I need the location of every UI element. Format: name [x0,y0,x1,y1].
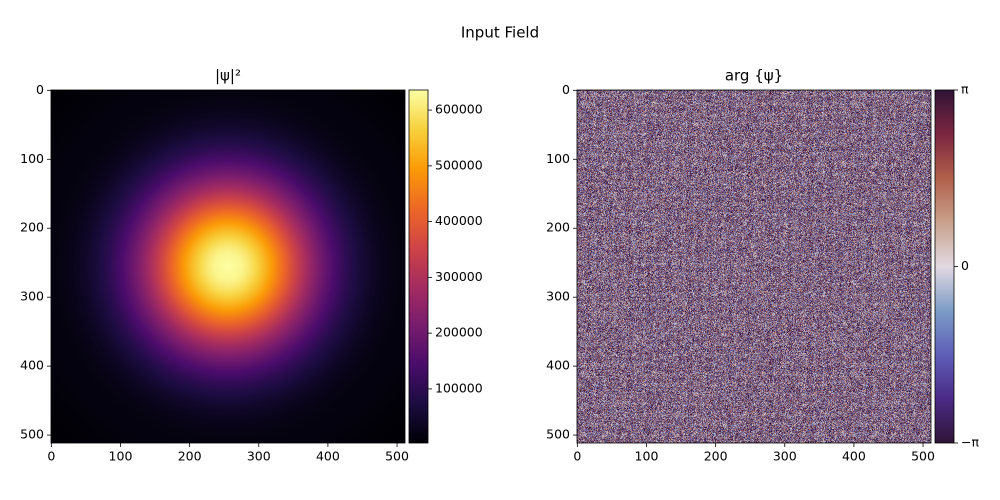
colorbar-tick-label: 100000 [435,380,483,395]
y-tick-label: 100 [546,151,570,166]
x-tick-label: 0 [47,449,55,464]
y-tick-label: 200 [20,220,44,235]
colorbar-tick-label: π [961,82,969,97]
y-tick-label: 200 [546,220,570,235]
x-tick-label: 0 [573,449,581,464]
x-tick-label: 300 [247,449,271,464]
y-tick-label: 400 [20,358,44,373]
colorbar-tick-label: 500000 [435,157,483,172]
figure-title: Input Field [461,24,539,42]
x-tick-label: 100 [635,449,659,464]
y-tick-label: 400 [546,358,570,373]
colorbar-tick-label: 600000 [435,102,483,117]
colorbar-tick-label: 300000 [435,269,483,284]
colorbar [408,89,429,444]
x-tick-label: 200 [178,449,202,464]
x-tick-label: 500 [911,449,935,464]
axes-title: arg {ψ} [725,67,783,85]
y-tick-label: 300 [546,289,570,304]
x-tick-label: 400 [316,449,340,464]
colorbar-tick-label: 0 [961,258,969,273]
y-tick-label: 0 [36,82,44,97]
y-tick-label: 0 [562,82,570,97]
colorbar [934,89,955,444]
colorbar-tick-label: 400000 [435,213,483,228]
x-tick-label: 400 [842,449,866,464]
y-tick-label: 500 [546,427,570,442]
x-tick-label: 500 [385,449,409,464]
heatmap-image [51,90,405,443]
axes-frame [50,89,406,444]
y-tick-label: 100 [20,151,44,166]
x-tick-label: 200 [704,449,728,464]
y-tick-label: 300 [20,289,44,304]
colorbar-tick-label: −π [961,435,979,450]
y-tick-label: 500 [20,427,44,442]
x-tick-label: 100 [109,449,133,464]
colorbar-tick-label: 200000 [435,325,483,340]
x-tick-label: 300 [773,449,797,464]
axes-frame [576,89,932,444]
phase-image [577,90,931,443]
axes-title: |ψ|² [215,67,241,85]
